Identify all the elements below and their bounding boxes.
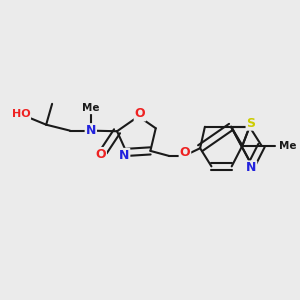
Text: N: N: [119, 149, 129, 162]
Text: N: N: [246, 161, 256, 174]
Text: HO: HO: [11, 109, 30, 119]
Text: O: O: [95, 148, 106, 161]
Text: O: O: [180, 146, 190, 159]
Text: S: S: [247, 117, 256, 130]
Text: Me: Me: [82, 103, 100, 113]
Text: O: O: [135, 107, 145, 121]
Text: N: N: [85, 124, 96, 137]
Text: Me: Me: [279, 140, 296, 151]
